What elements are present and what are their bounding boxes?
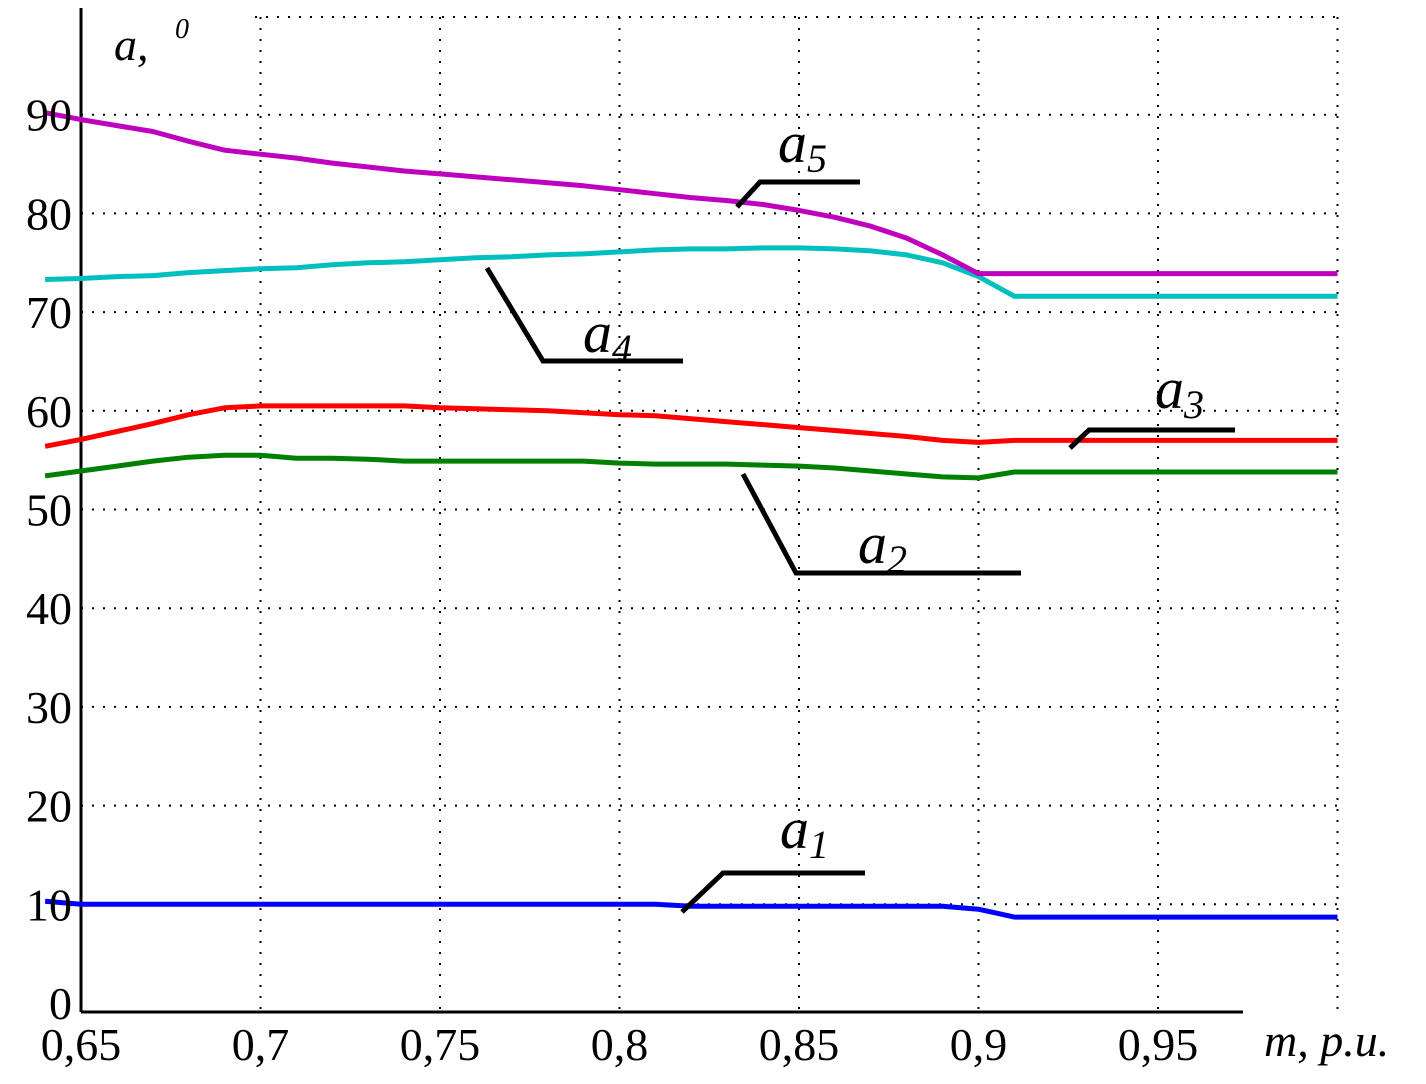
x-tick-label: 0,8 xyxy=(591,1019,649,1070)
y-tick-label: 30 xyxy=(26,682,72,733)
series-line-a2 xyxy=(44,452,1338,481)
x-tick-label: 0,65 xyxy=(41,1019,122,1070)
y-tick-label: 70 xyxy=(26,287,72,338)
tick-labels: 0 10 20 30 40 50 60 70 80 90 0,65 0,7 0,75 0,8 0,85 0,9… xyxy=(26,90,1198,1070)
series-label-a2: a2 xyxy=(858,511,907,582)
y-tick-label: 60 xyxy=(26,386,72,437)
series-line-a5 xyxy=(44,110,1338,277)
x-tick-label: 0,75 xyxy=(400,1019,481,1070)
x-tick-label: 0,9 xyxy=(950,1019,1008,1070)
y-tick-label: 50 xyxy=(26,485,72,536)
grid xyxy=(81,16,1339,1012)
x-axis-label: m, p.u. xyxy=(1264,1015,1389,1066)
y-tick-label: 80 xyxy=(26,188,72,239)
x-tick-label: 0,95 xyxy=(1118,1019,1199,1070)
y-tick-label: 90 xyxy=(26,90,72,141)
x-tick-label: 0,7 xyxy=(232,1019,290,1070)
x-tick-label: 0,85 xyxy=(759,1019,840,1070)
leader-a1 xyxy=(680,870,865,914)
series-label-a4: a4 xyxy=(583,300,632,371)
y-tick-label: 0 xyxy=(49,978,72,1029)
series-label-a3: a3 xyxy=(1155,356,1204,427)
y-tick-label: 20 xyxy=(26,781,72,832)
label-leaders xyxy=(484,179,1235,914)
y-tick-label: 10 xyxy=(26,879,72,930)
y-axis-label: a, xyxy=(114,19,149,70)
series-line-a3 xyxy=(44,403,1338,449)
series xyxy=(44,110,1338,920)
series-labels: a1 a2 a3 a4 a5 xyxy=(583,110,1204,867)
leader-a4 xyxy=(484,266,683,364)
y-axis-label-superscript: 0 xyxy=(175,14,189,45)
leader-a3 xyxy=(1068,427,1235,450)
axes xyxy=(79,8,1243,1014)
series-label-a5: a5 xyxy=(778,110,827,181)
y-tick-label: 40 xyxy=(26,583,72,634)
series-line-a4 xyxy=(45,245,1338,299)
leader-a5 xyxy=(735,179,860,209)
leader-a2 xyxy=(740,472,1021,576)
series-label-a1: a1 xyxy=(780,796,829,867)
